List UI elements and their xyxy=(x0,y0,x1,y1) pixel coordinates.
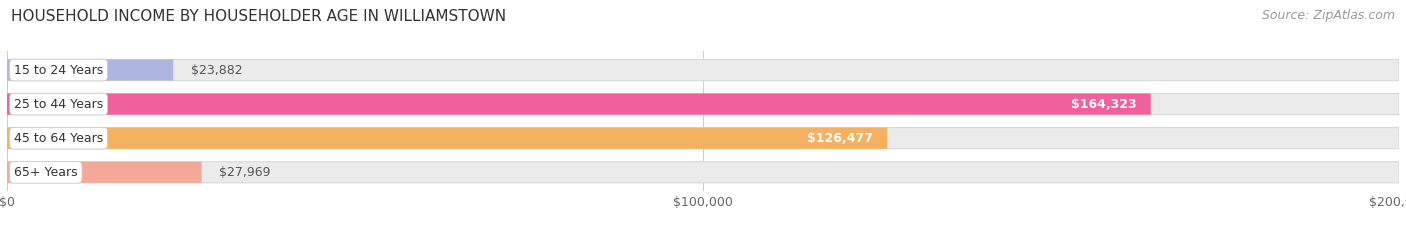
Text: $126,477: $126,477 xyxy=(807,132,873,145)
Text: $27,969: $27,969 xyxy=(219,166,270,179)
FancyBboxPatch shape xyxy=(7,162,1399,183)
FancyBboxPatch shape xyxy=(7,162,201,183)
Text: $164,323: $164,323 xyxy=(1071,98,1136,111)
FancyBboxPatch shape xyxy=(7,128,887,149)
Text: Source: ZipAtlas.com: Source: ZipAtlas.com xyxy=(1261,9,1395,22)
FancyBboxPatch shape xyxy=(7,59,173,81)
FancyBboxPatch shape xyxy=(7,59,1399,81)
Text: 65+ Years: 65+ Years xyxy=(14,166,77,179)
Text: HOUSEHOLD INCOME BY HOUSEHOLDER AGE IN WILLIAMSTOWN: HOUSEHOLD INCOME BY HOUSEHOLDER AGE IN W… xyxy=(11,9,506,24)
Text: 25 to 44 Years: 25 to 44 Years xyxy=(14,98,103,111)
FancyBboxPatch shape xyxy=(7,128,1399,149)
Text: 45 to 64 Years: 45 to 64 Years xyxy=(14,132,103,145)
Text: 15 to 24 Years: 15 to 24 Years xyxy=(14,64,103,76)
FancyBboxPatch shape xyxy=(7,93,1399,115)
FancyBboxPatch shape xyxy=(7,93,1150,115)
Text: $23,882: $23,882 xyxy=(191,64,242,76)
